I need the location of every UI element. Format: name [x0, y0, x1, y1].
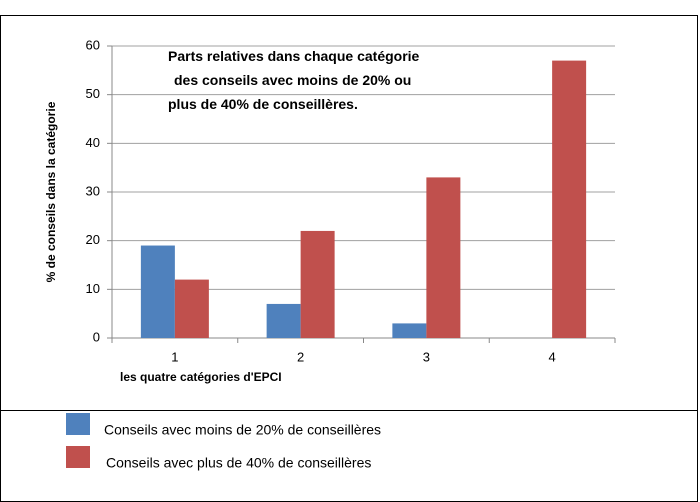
bar [266, 303, 301, 338]
y-tick-label: 50 [86, 86, 100, 101]
chart-title: Parts relatives dans chaque catégorie des… [168, 48, 420, 112]
title-segment: des conseils avec [174, 72, 297, 88]
title-segment: de 20% ou [338, 72, 411, 88]
bar [426, 177, 461, 338]
y-tick-label: 20 [86, 232, 100, 247]
y-tick-label: 60 [86, 37, 100, 52]
title-segment: plus de 40% de conseillères. [168, 96, 358, 112]
legend-swatch [66, 413, 90, 435]
legend-label: Conseils avec plus de 40% de conseillère… [106, 455, 371, 471]
bar [300, 230, 335, 338]
x-tick-label: 1 [171, 349, 178, 364]
x-tick-label: 4 [549, 349, 556, 364]
y-tick-label: 10 [86, 281, 100, 296]
legend-swatch [66, 446, 90, 468]
title-segment: Parts relatives dans chaque catégorie [168, 48, 420, 64]
y-tick-label: 30 [86, 183, 100, 198]
title-segment: moins [297, 72, 338, 88]
title-line: des conseils avec moins de 20% ou [174, 72, 411, 88]
title-line: plus de 40% de conseillères. [168, 96, 358, 112]
y-axis-label: % de conseils dans la catégorie [44, 101, 58, 282]
bar [392, 323, 427, 338]
y-tick-label: 40 [86, 135, 100, 150]
x-tick-label: 2 [297, 349, 304, 364]
x-axis-label: les quatre catégories d'EPCI [120, 370, 282, 384]
bar [140, 245, 175, 338]
bar [552, 60, 587, 338]
x-tick-label: 3 [423, 349, 430, 364]
y-tick-label: 0 [93, 329, 100, 344]
title-line: Parts relatives dans chaque catégorie [168, 48, 420, 64]
legend-label: Conseils avec moins de 20% de conseillèr… [104, 422, 381, 438]
bar [174, 279, 209, 338]
